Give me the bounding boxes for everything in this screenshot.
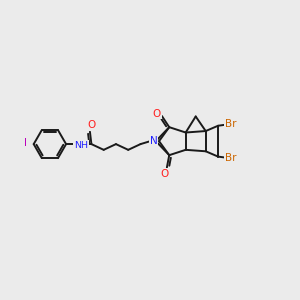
Text: O: O xyxy=(88,120,96,130)
Text: O: O xyxy=(160,169,169,179)
Text: O: O xyxy=(152,109,161,118)
Text: Br: Br xyxy=(225,119,236,129)
Text: I: I xyxy=(24,138,27,148)
Text: Br: Br xyxy=(225,153,236,163)
Text: NH: NH xyxy=(74,141,88,150)
Text: N: N xyxy=(150,136,158,146)
